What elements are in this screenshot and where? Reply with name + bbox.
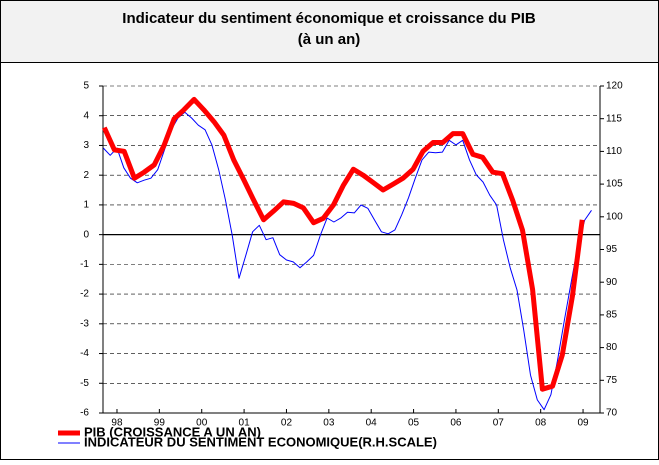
y-tick-label: -3 [80,318,89,329]
y-tick-label: -1 [80,259,89,270]
y2-tick-label: 120 [606,81,623,92]
x-tick-label: 06 [450,418,462,429]
x-tick-label: 04 [366,418,378,429]
y-tick-label: -6 [80,408,89,419]
x-tick-label: 99 [154,418,166,429]
chart-title: Indicateur du sentiment économique et cr… [122,10,536,27]
y2-tick-label: 110 [606,146,622,157]
y2-tick-label: 80 [606,342,618,353]
y-tick-label: -5 [80,378,89,389]
x-tick-label: 01 [239,418,251,429]
x-tick-label: 98 [111,418,123,429]
y-tick-label: 3 [83,140,89,151]
x-tick-label: 02 [281,418,293,429]
y-tick-label: 1 [83,200,89,211]
y2-tick-label: 75 [606,375,618,386]
y2-tick-label: 90 [606,277,618,288]
legend-label: INDICATEUR DU SENTIMENT ECONOMIQUE(R.H.S… [84,434,437,449]
x-tick-label: 03 [323,418,335,429]
y-tick-label: -2 [80,289,89,300]
x-tick-label: 08 [535,418,547,429]
y-tick-label: 2 [83,170,89,181]
y-tick-label: 0 [83,229,89,240]
x-tick-label: 00 [196,418,208,429]
y-tick-label: 5 [83,81,89,92]
y-tick-label: -4 [80,348,89,359]
x-tick-label: 07 [493,418,505,429]
y2-tick-label: 95 [606,244,618,255]
y-tick-label: 4 [83,110,89,121]
chart-title: (à un an) [298,31,361,48]
x-tick-label: 09 [577,418,589,429]
series-line [102,96,585,392]
y2-tick-label: 70 [606,408,618,419]
y2-tick-label: 100 [606,211,623,222]
y2-tick-label: 115 [606,113,622,124]
x-tick-label: 05 [408,418,420,429]
y2-tick-label: 85 [606,310,618,321]
y2-tick-label: 105 [606,179,623,190]
legend-label: PIB (CROISSANCE A UN AN) [84,424,261,439]
title-box [0,0,659,63]
